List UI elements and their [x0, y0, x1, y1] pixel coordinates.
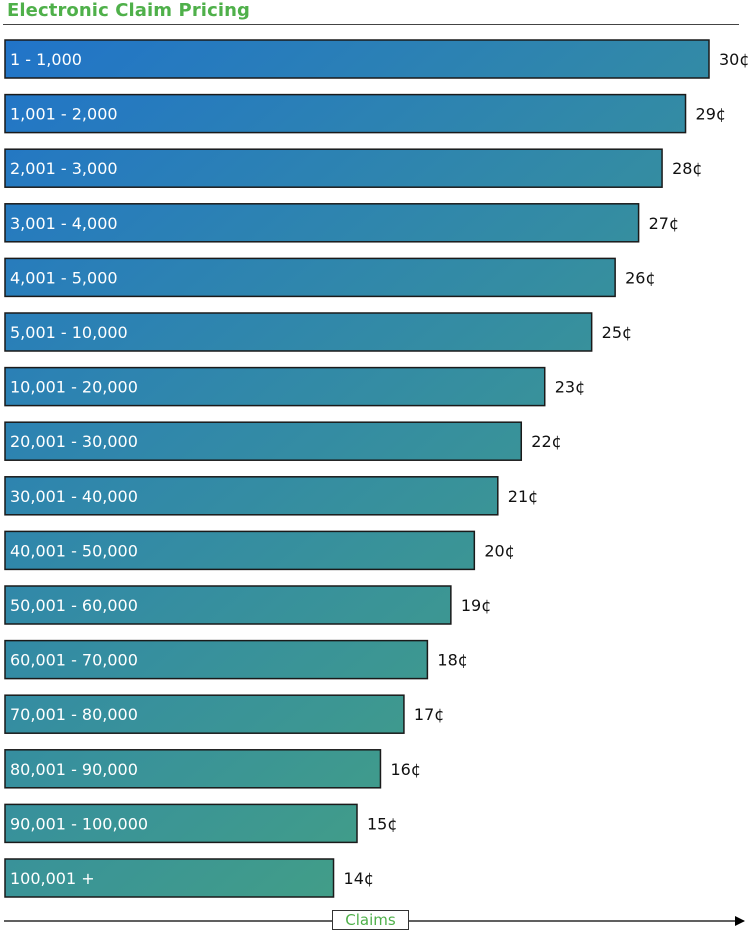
bar-value-label: 22¢: [531, 432, 562, 451]
bar-12: [4, 639, 429, 680]
bar-category-label: 20,001 - 30,000: [10, 432, 138, 451]
bar-5: [4, 257, 616, 298]
bar-value-label: 27¢: [649, 214, 680, 233]
bar-category-label: 90,001 - 100,000: [10, 814, 148, 833]
bar-14: [4, 749, 382, 789]
bars-group: 1 - 1,000 30¢ 1,001 - 2,000 29¢ 2,001 - 3,00…: [4, 39, 749, 898]
bar-7: [4, 366, 546, 407]
bar-3: [4, 148, 663, 188]
bar-category-label: 4,001 - 5,000: [10, 268, 118, 287]
bar-value-label: 17¢: [414, 705, 445, 724]
bar-value-label: 20¢: [484, 541, 515, 560]
bar-16: [4, 858, 335, 898]
bar-value-label: 28¢: [672, 159, 703, 178]
bar-value-label: 16¢: [390, 760, 421, 779]
bar-value-label: 25¢: [602, 323, 633, 342]
bar-4: [4, 203, 640, 243]
bar-value-label: 26¢: [625, 268, 656, 287]
bar-category-label: 70,001 - 80,000: [10, 705, 138, 724]
bar-category-label: 10,001 - 20,000: [10, 378, 138, 397]
bar-category-label: 100,001 +: [10, 869, 95, 888]
bar-13: [4, 694, 405, 734]
bar-value-label: 14¢: [344, 869, 375, 888]
x-axis-label: Claims: [332, 910, 409, 930]
bar-category-label: 1,001 - 2,000: [10, 105, 118, 124]
bar-category-label: 30,001 - 40,000: [10, 487, 138, 506]
bar-category-label: 50,001 - 60,000: [10, 596, 138, 615]
bar-category-label: 2,001 - 3,000: [10, 159, 118, 178]
bar-11: [4, 585, 452, 625]
bar-value-label: 19¢: [461, 596, 492, 615]
bar-15: [4, 803, 358, 844]
bar-1: [4, 39, 710, 79]
bar-value-label: 29¢: [696, 105, 727, 124]
bar-value-label: 18¢: [437, 651, 468, 670]
bar-10: [4, 530, 476, 571]
bar-2: [4, 93, 687, 134]
bar-8: [4, 421, 523, 461]
bar-value-label: 23¢: [555, 378, 586, 397]
bar-value-label: 30¢: [719, 50, 749, 69]
bar-category-label: 80,001 - 90,000: [10, 760, 138, 779]
chart-title: Electronic Claim Pricing: [7, 0, 251, 21]
title-divider: [3, 24, 739, 25]
bar-category-label: 60,001 - 70,000: [10, 651, 138, 670]
bar-value-label: 15¢: [367, 814, 398, 833]
bar-9: [4, 476, 499, 516]
bar-value-label: 21¢: [508, 487, 539, 506]
bar-6: [4, 312, 593, 352]
bar-category-label: 40,001 - 50,000: [10, 541, 138, 560]
bar-category-label: 1 - 1,000: [10, 50, 82, 69]
bar-category-label: 3,001 - 4,000: [10, 214, 118, 233]
bar-category-label: 5,001 - 10,000: [10, 323, 128, 342]
